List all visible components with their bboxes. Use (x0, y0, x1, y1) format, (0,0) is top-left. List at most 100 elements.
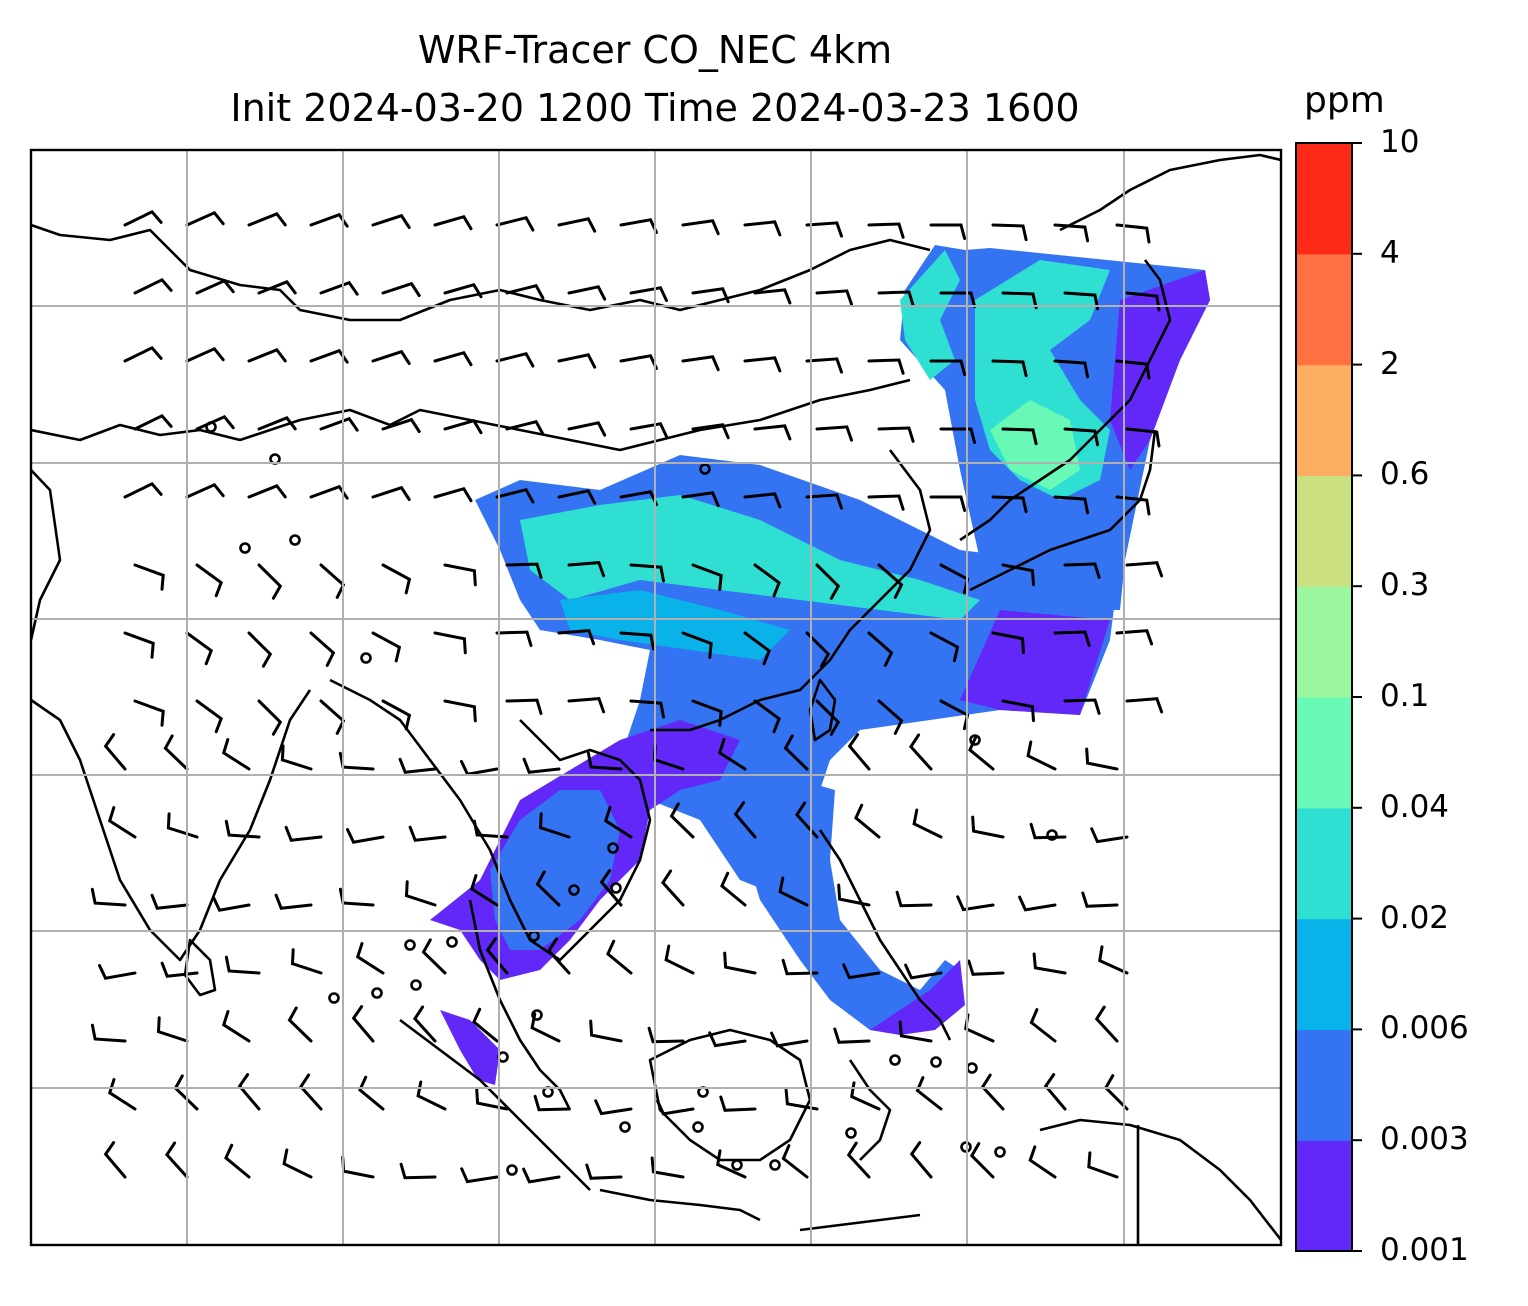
wind-barb (603, 806, 633, 839)
wind-barb (783, 734, 809, 771)
calm-circle (969, 734, 981, 746)
wind-barb (599, 869, 623, 907)
coastline-china-inner (31, 378, 911, 452)
wind-barb (753, 424, 792, 441)
wind-barbs (90, 209, 1164, 1184)
colorbar-frame (1295, 142, 1353, 1252)
colorbar-bin-9 (1296, 143, 1352, 255)
wind-barb (346, 828, 385, 844)
calm-circle (328, 992, 340, 1004)
wind-barb (854, 803, 881, 839)
wind-barb (156, 1016, 189, 1043)
wind-barb (867, 358, 905, 375)
calm-circle (692, 1121, 704, 1133)
wind-barb (351, 1005, 375, 1043)
wind-barb (224, 955, 261, 975)
wind-barb (309, 212, 349, 228)
colorbar-tick-label: 0.04 (1380, 788, 1450, 825)
wind-barb (1125, 427, 1161, 448)
wind-barb (968, 735, 995, 771)
wind-barb (929, 359, 967, 376)
colorbar-bin-6 (1296, 475, 1352, 587)
wind-barb (1001, 427, 1038, 446)
wind-barb (472, 1007, 499, 1043)
wind-barb (629, 563, 665, 583)
wind-barb (619, 354, 658, 370)
wind-barb (408, 825, 447, 842)
wind-barb (1115, 495, 1151, 516)
wind-barb (1018, 895, 1057, 912)
wind-barb (221, 1010, 251, 1043)
wind-barb (708, 1031, 747, 1048)
wind-barb (1090, 827, 1129, 844)
wind-barb (212, 896, 251, 912)
wind-barb (681, 355, 720, 372)
calm-circle (289, 534, 301, 546)
wind-barb (221, 738, 251, 771)
wind-barb (1053, 495, 1090, 515)
wind-barb (530, 1012, 561, 1043)
wind-barb (567, 561, 606, 578)
wind-barb (309, 348, 349, 364)
wind-barb (505, 562, 543, 579)
calm-circle (994, 1146, 1006, 1158)
calm-circle (889, 1054, 901, 1066)
wind-barb (257, 699, 283, 736)
wind-barb (133, 699, 165, 727)
coastline-borneo (648, 1028, 812, 1162)
wind-barb (309, 484, 349, 500)
wind-barb (381, 699, 412, 731)
wind-barb (753, 288, 792, 305)
wind-barb (98, 964, 137, 980)
colorbar-tick-label: 4 (1380, 234, 1400, 271)
colorbar-bin-0 (1296, 1140, 1352, 1252)
wind-barb (877, 426, 915, 443)
wind-barb (991, 495, 1028, 514)
wind-barb (338, 887, 375, 907)
wind-barb (1053, 359, 1090, 379)
wind-barb (123, 631, 155, 659)
wind-barb (647, 1026, 685, 1044)
wind-barb (629, 422, 668, 438)
coastline-sulawesi (848, 1059, 892, 1161)
wind-barb (1028, 1145, 1057, 1179)
coastlines (31, 153, 1281, 1245)
wind-barb (805, 221, 843, 238)
wind-barb (413, 1005, 437, 1043)
wind-barb (733, 801, 757, 839)
wind-barb (898, 1020, 933, 1043)
wind-barb (282, 1148, 313, 1179)
coastline-timor (799, 1213, 921, 1232)
wind-barb (585, 1163, 623, 1180)
wind-barb (475, 1087, 509, 1111)
wind-barb (867, 631, 894, 667)
wind-barb (224, 819, 261, 839)
plume-northeast-violet (1110, 270, 1210, 470)
wind-barb (939, 291, 977, 308)
calm-circle (360, 652, 372, 664)
coastline-philippines (818, 829, 952, 1041)
wind-barb (1085, 747, 1119, 771)
calm-circle (607, 842, 619, 854)
wind-barb (691, 699, 723, 727)
wind-barb (290, 948, 323, 975)
coastline-new-guinea (1039, 1118, 1281, 1241)
wind-barb (557, 353, 597, 369)
colorbar-bin-1 (1296, 1029, 1352, 1141)
wind-barb (557, 629, 596, 646)
wind-barb (781, 958, 819, 976)
calm-circle (1046, 829, 1058, 841)
colorbar-tick-label: 0.3 (1380, 567, 1430, 604)
calm-circle (446, 936, 458, 948)
wind-barb (505, 698, 543, 715)
wind-barb (1001, 291, 1038, 310)
wind-barb (398, 757, 437, 774)
wind-barb (237, 1073, 261, 1111)
wind-barb (991, 223, 1028, 242)
wind-barb (107, 1078, 137, 1111)
wind-barb (929, 223, 967, 240)
wind-barb (381, 563, 412, 595)
calm-circle (699, 463, 711, 475)
plume-southwest-patch (440, 1010, 500, 1085)
wind-barb (1063, 427, 1100, 447)
